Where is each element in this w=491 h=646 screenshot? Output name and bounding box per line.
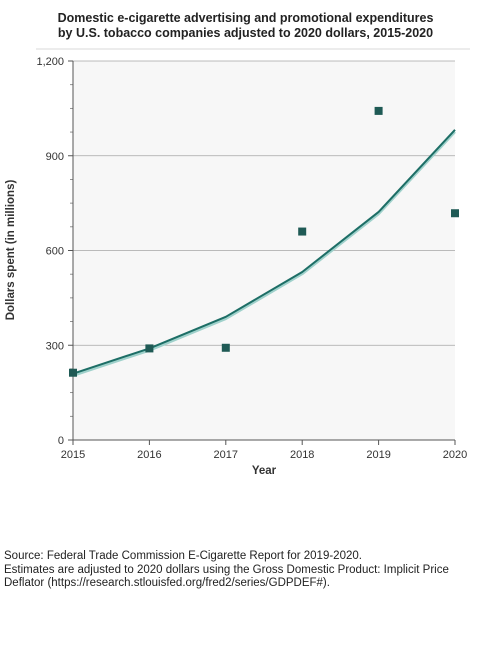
gridlines (73, 60, 455, 346)
chart-notes: Source: Federal Trade Commission E-Cigar… (4, 550, 488, 591)
y-tick-label: 300 (46, 340, 64, 352)
x-axis-title: Year (252, 465, 277, 477)
x-tick-label: 2016 (137, 449, 161, 461)
chart-title-line-2: by U.S. tobacco companies adjusted to 20… (57, 26, 434, 40)
x-tick-label: 2017 (214, 449, 238, 461)
data-point-2019 (374, 106, 383, 115)
axes: 0 300 600 900 1,200 2015 2016 2017 2018 2019 2020 (36, 56, 467, 461)
x-tick-label: 2015 (61, 449, 85, 461)
y-tick-label: 900 (46, 151, 64, 163)
x-tick-label: 2018 (290, 449, 314, 461)
y-tick-label: 0 (58, 435, 64, 447)
chart-title-line-1: Domestic e-cigarette advertising and pro… (57, 11, 434, 25)
data-point-2018 (298, 227, 307, 236)
source-note: Source: Federal Trade Commission E-Cigar… (4, 550, 362, 562)
y-tick-label: 600 (46, 246, 64, 258)
chart-title: Domestic e-cigarette advertising and pro… (0, 11, 491, 41)
y-tick-label: 1,200 (36, 56, 64, 68)
data-point-2015 (69, 368, 77, 377)
data-point-2017 (221, 343, 230, 352)
estimates-note: Estimates are adjusted to 2020 dollars u… (4, 563, 449, 590)
y-axis-title: Dollars spent (in millions) (5, 180, 17, 321)
trend-line (72, 129, 456, 375)
x-tick-label: 2019 (366, 449, 390, 461)
x-tick-label: 2020 (443, 449, 467, 461)
trend-line-shadow (72, 131, 456, 377)
data-point-2020 (451, 209, 459, 218)
data-series (69, 106, 459, 377)
data-point-2016 (145, 344, 154, 353)
